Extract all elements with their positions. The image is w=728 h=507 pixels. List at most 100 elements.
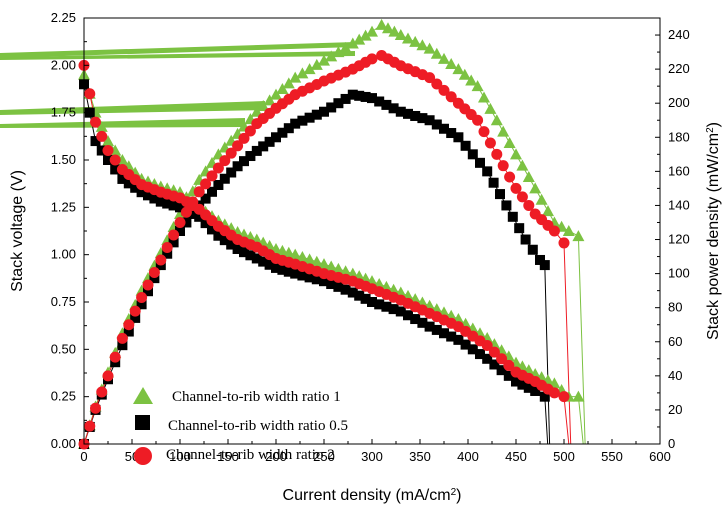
power-point-circle (431, 78, 443, 90)
power-point-circle (136, 291, 148, 303)
power-point-square (388, 103, 399, 114)
voltage-point-square (496, 365, 507, 376)
power-point-square (446, 128, 457, 139)
power-point-square (520, 234, 531, 245)
power-point-triangle (458, 68, 471, 80)
power-point-triangle (250, 105, 263, 117)
power-point-circle (168, 229, 180, 241)
voltage-point-square (213, 230, 224, 241)
voltage-point-square (467, 344, 478, 355)
voltage-point-square (162, 198, 173, 209)
power-point-square (354, 90, 365, 101)
power-point-square (136, 299, 147, 310)
voltage-point-triangle (296, 251, 309, 263)
x-tick-label: 0 (80, 449, 87, 464)
power-point-triangle (394, 29, 407, 41)
voltage-point-square (117, 173, 128, 184)
power-point-square (258, 141, 269, 152)
power-point-square (130, 312, 141, 323)
power-point-square (467, 149, 478, 160)
y-left-tick-label: 1.50 (51, 152, 76, 167)
power-point-triangle (529, 182, 542, 194)
power-point-circle (225, 147, 237, 159)
power-point-circle (148, 266, 160, 278)
voltage-point-square (136, 187, 147, 198)
power-point-circle (244, 125, 256, 137)
voltage-point-square (460, 339, 471, 350)
power-point-triangle (270, 88, 282, 100)
power-point-circle (219, 155, 231, 167)
legend-label-ratio-0-5: Channel-to-rib width ratio 0.5 (168, 418, 348, 434)
power-point-triangle (359, 29, 372, 41)
voltage-point-square (245, 250, 256, 261)
voltage-point-square (326, 279, 337, 290)
power-point-square (403, 108, 413, 119)
voltage-point-circle (496, 353, 508, 365)
voltage-point-triangle (95, 120, 108, 132)
power-point-square (319, 106, 329, 117)
power-point-circle (504, 171, 516, 183)
power-point-circle (187, 196, 199, 208)
legend: Channel-to-rib width ratio 1 Channel-to-… (133, 387, 348, 465)
y-right-tick-label: 80 (668, 300, 682, 315)
series-lines (83, 24, 586, 445)
voltage-point-square (251, 253, 262, 264)
legend-marker-ratio-1 (133, 387, 153, 404)
power-point-triangle (332, 46, 345, 58)
x-tick-label: 250 (313, 449, 335, 464)
power-point-triangle (438, 52, 450, 64)
power-point-triangle (382, 22, 394, 34)
power-point-circle (174, 216, 186, 228)
voltage-point-square (517, 379, 528, 390)
x-tick-label: 100 (169, 449, 191, 464)
power-point-square (245, 151, 256, 162)
voltage-point-square (239, 247, 249, 258)
voltage-point-circle (558, 391, 570, 403)
voltage-point-square (374, 299, 385, 310)
x-tick-label: 600 (649, 449, 671, 464)
y-axis-right: 0 20 40 60 80 100 120 140 160 180 200 220 240 (655, 27, 690, 451)
legend-marker-ratio-0-5 (135, 415, 150, 430)
power-point-circle (212, 162, 224, 174)
power-point-triangle (497, 125, 510, 137)
power-point-square (507, 211, 518, 222)
y-axis-left: 0.00 0.25 0.50 0.75 1.00 1.25 1.50 1.75 2.00 2.25 (51, 10, 89, 451)
power-point-circle (472, 114, 484, 126)
power-point-triangle (339, 41, 352, 53)
voltage-point-triangle (318, 258, 330, 270)
power-point-square (304, 112, 315, 123)
voltage-point-square (175, 202, 185, 213)
voltage-point-circle (90, 116, 102, 128)
power-point-square (539, 260, 550, 271)
power-point-triangle (263, 94, 276, 106)
power-point-triangle (503, 136, 516, 148)
power-point-square (374, 96, 385, 107)
power-point-square (381, 99, 392, 110)
voltage-point-square (232, 243, 243, 254)
y-axis-left-title: Stack voltage (V) (9, 170, 26, 292)
voltage-point-square (446, 331, 457, 342)
power-point-square (271, 132, 281, 143)
power-point-triangle (289, 71, 302, 83)
x-tick-label: 400 (457, 449, 479, 464)
power-point-circle (516, 191, 528, 203)
power-point-circle (200, 178, 212, 190)
power-point-triangle (353, 33, 366, 45)
y-right-tick-label: 120 (668, 232, 690, 247)
voltage-point-square (90, 136, 101, 147)
power-point-triangle (445, 58, 458, 70)
voltage-point-square (304, 272, 315, 283)
y-right-tick-label: 240 (668, 27, 690, 42)
power-point-square (410, 110, 421, 121)
voltage-point-square (347, 287, 358, 298)
power-point-triangle (318, 54, 330, 66)
power-point-square (488, 177, 499, 188)
power-point-triangle (471, 80, 484, 92)
voltage-point-square (258, 256, 269, 267)
voltage-point-square (367, 297, 377, 307)
x-tick-label: 450 (505, 449, 527, 464)
voltage-point-square (523, 382, 534, 393)
power-point-triangle (402, 32, 414, 44)
voltage-point-square (84, 107, 95, 118)
y-right-tick-label: 200 (668, 95, 690, 110)
